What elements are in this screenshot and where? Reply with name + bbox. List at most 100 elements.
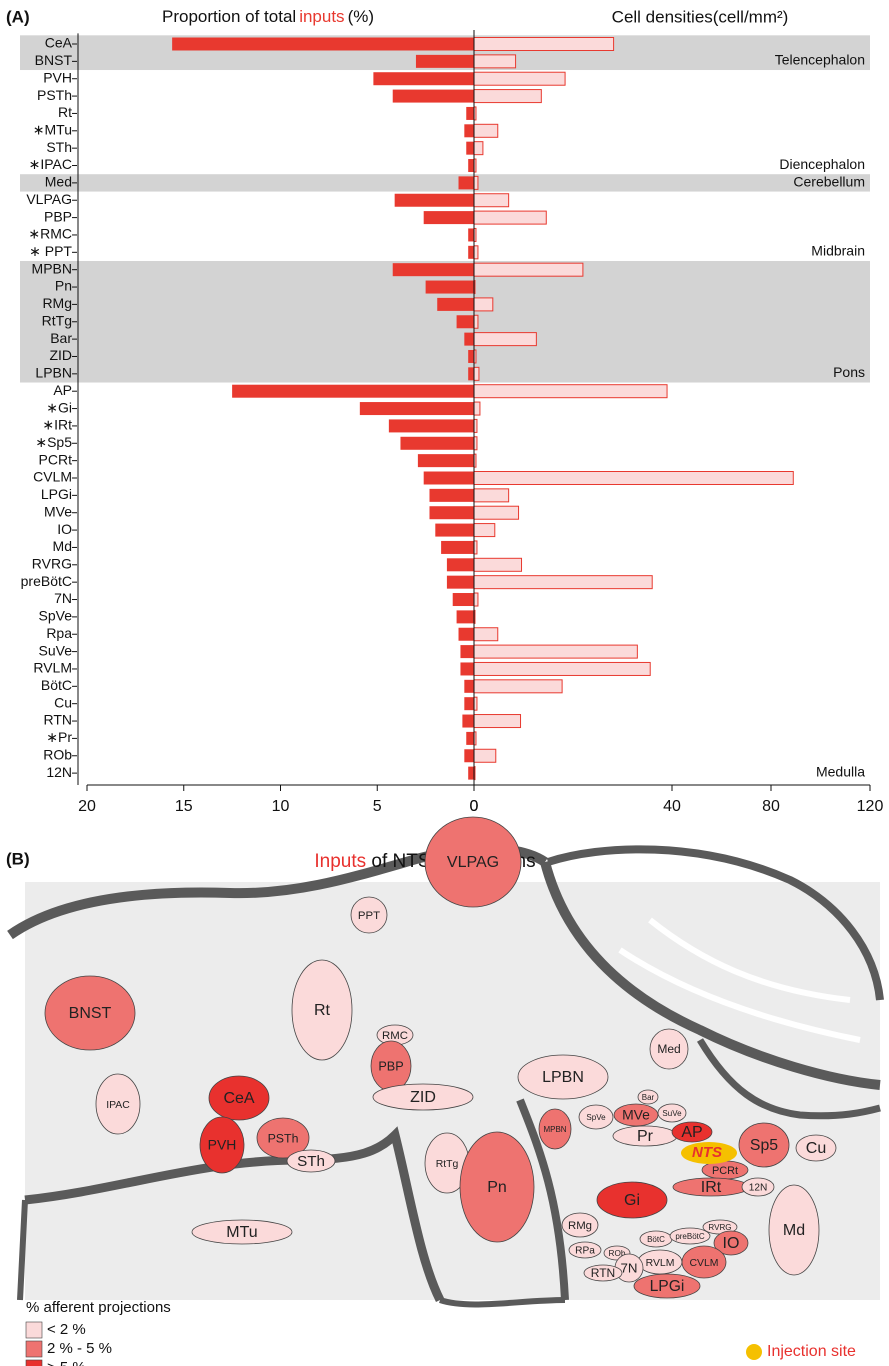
region-name: MTu <box>226 1224 257 1241</box>
category-label: RVRG <box>32 556 72 572</box>
region-name: SuVe <box>662 1109 682 1118</box>
x-tick-label: 5 <box>373 798 382 815</box>
category-label: ∗Pr <box>46 729 72 745</box>
category-label: LPBN <box>35 365 72 381</box>
category-label: ∗RMC <box>28 226 72 242</box>
category-label: SpVe <box>39 608 73 624</box>
category-label: MPBN <box>32 260 72 276</box>
category-label: STh <box>46 139 72 155</box>
category-label: ZID <box>49 347 72 363</box>
category-label: Md <box>53 538 72 554</box>
panel-label: (B) <box>6 849 30 868</box>
right-bar <box>474 298 493 311</box>
region-name: IPAC <box>106 1100 130 1111</box>
category-label: ∗IPAC <box>29 156 72 172</box>
left-bar <box>464 697 474 710</box>
right-bar <box>474 90 541 103</box>
category-label: PVH <box>43 69 72 85</box>
left-bar <box>464 749 474 762</box>
category-label: PBP <box>44 208 72 224</box>
category-label: Bar <box>50 330 72 346</box>
region-label: Midbrain <box>811 243 865 259</box>
left-bar <box>447 558 474 571</box>
title-part: Proportion of total <box>162 7 296 26</box>
category-label: AP <box>53 382 72 398</box>
right-bar <box>474 176 478 189</box>
region-name: RMC <box>382 1030 408 1042</box>
region-name: Md <box>783 1222 805 1239</box>
region-name: IRt <box>701 1179 722 1196</box>
left-bar <box>172 38 474 51</box>
region-name: VLPAG <box>447 854 499 871</box>
left-bar <box>418 454 474 467</box>
category-label: ∗Gi <box>46 399 72 415</box>
category-label: Pn <box>55 278 72 294</box>
region-name: BNST <box>69 1005 112 1022</box>
category-label: MVe <box>44 503 72 519</box>
category-label: ROb <box>43 746 72 762</box>
left-bar <box>460 662 474 675</box>
region-band <box>20 174 870 191</box>
right-bar <box>474 211 546 224</box>
region-name: CeA <box>223 1090 254 1107</box>
right-bar <box>474 142 483 155</box>
right-bar <box>474 263 583 276</box>
x2-tick-label: 120 <box>857 798 884 815</box>
region-name: CVLM <box>690 1258 719 1269</box>
panel-label: (A) <box>6 7 30 26</box>
left-bar <box>416 55 474 68</box>
left-bar <box>460 645 474 658</box>
left-bar <box>441 541 474 554</box>
category-label: PSTh <box>37 87 72 103</box>
left-bar <box>437 298 474 311</box>
right-bar <box>474 55 516 68</box>
right-bar <box>474 72 565 85</box>
x-tick-label: 20 <box>78 798 96 815</box>
legend-label: > 5 % <box>47 1359 86 1366</box>
right-bar <box>474 489 509 502</box>
legend-label: 2 % - 5 % <box>47 1340 112 1357</box>
left-bar <box>468 767 474 780</box>
right-bar <box>474 472 793 485</box>
region-name: IO <box>723 1235 740 1252</box>
region-name: MVe <box>622 1107 650 1123</box>
category-label: RMg <box>42 295 72 311</box>
region-name: PCRt <box>712 1165 738 1177</box>
right-bar <box>474 506 519 519</box>
title-part: inputs <box>299 7 344 26</box>
region-name: Sp5 <box>750 1137 778 1154</box>
left-bar <box>468 246 474 259</box>
category-label: ∗MTu <box>33 122 72 138</box>
legend-injection-label: Injection site <box>767 1343 856 1360</box>
left-bar <box>435 524 474 537</box>
region-label: Telencephalon <box>775 52 865 68</box>
injection-label: NTS <box>692 1144 722 1161</box>
region-name: RtTg <box>436 1159 459 1170</box>
brain-outline <box>10 849 880 1305</box>
category-label: 7N <box>54 590 72 606</box>
category-label: CVLM <box>33 469 72 485</box>
right-bar <box>474 576 652 589</box>
region-label: Cerebellum <box>793 173 865 189</box>
region-name: RVLM <box>646 1258 675 1269</box>
category-label: PCRt <box>39 451 73 467</box>
title-part: of NTS <box>366 851 430 872</box>
left-bar <box>459 176 474 189</box>
left-bar <box>400 437 474 450</box>
left-bar <box>393 90 474 103</box>
title-part: Inputs <box>314 851 366 872</box>
region-name: PSTh <box>268 1131 299 1145</box>
region-name: Bar <box>642 1093 655 1102</box>
category-label: Med <box>45 174 72 190</box>
right-bar <box>474 38 614 51</box>
x2-tick-label: 40 <box>663 798 681 815</box>
category-label: IO <box>57 521 72 537</box>
category-label: 12N <box>46 764 72 780</box>
region-name: RMg <box>568 1220 592 1232</box>
right-bar <box>474 628 498 641</box>
left-bar <box>464 680 474 693</box>
left-bar <box>462 715 474 728</box>
region-name: 7N <box>621 1261 638 1276</box>
region-name: LPBN <box>542 1069 584 1086</box>
